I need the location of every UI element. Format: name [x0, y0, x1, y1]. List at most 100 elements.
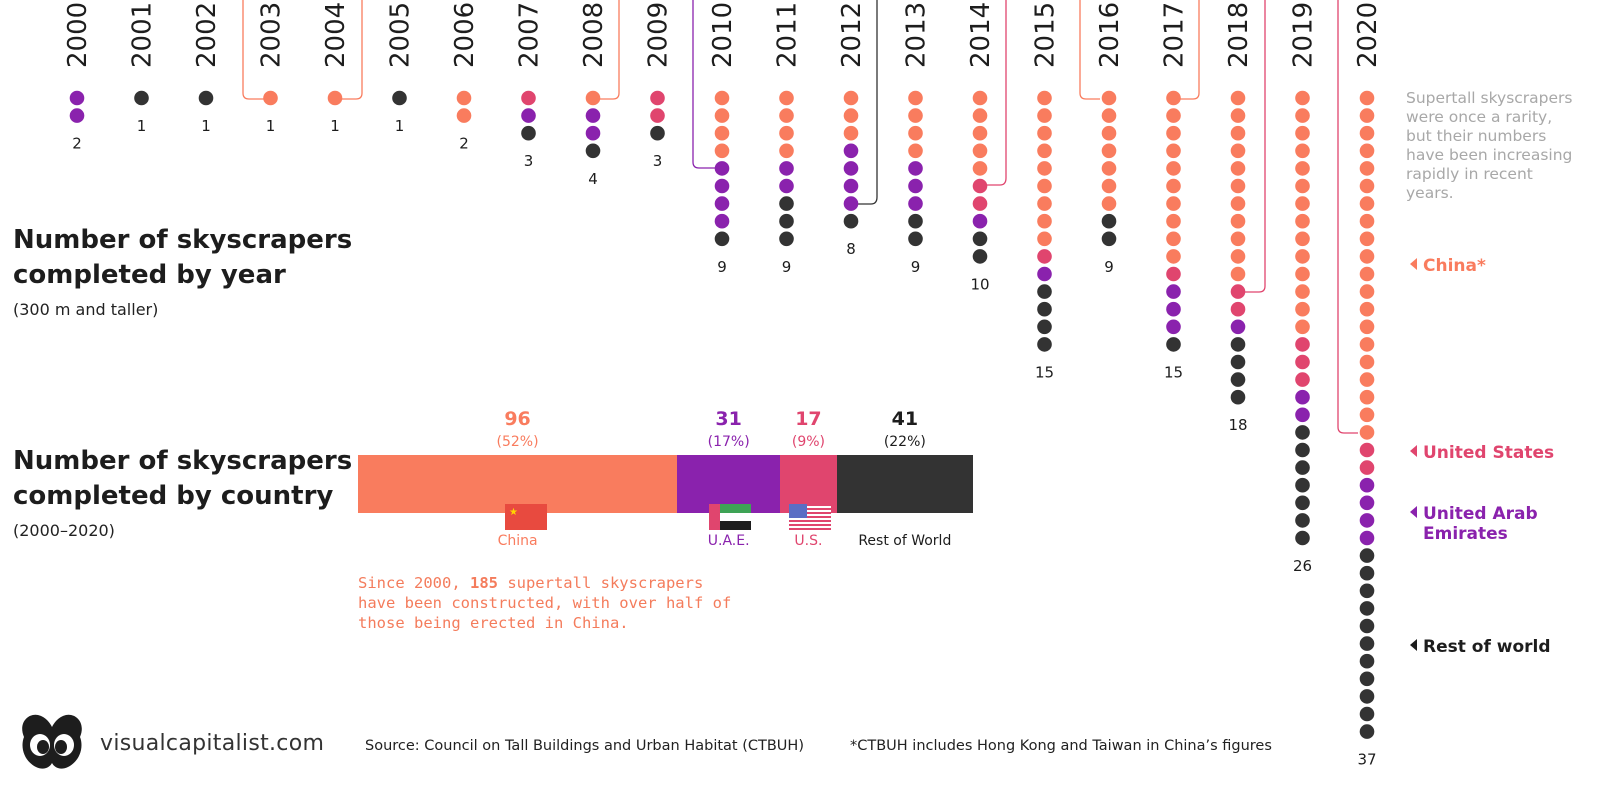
dot-2013-rest — [908, 213, 923, 229]
dot-2014-china — [972, 161, 988, 176]
dot-2015-china — [1037, 161, 1052, 176]
total-label-2011: 9 — [782, 258, 792, 276]
dot-2011-china — [779, 90, 794, 106]
dot-2013-uae — [908, 196, 923, 211]
dot-2020-china — [1359, 108, 1375, 123]
dot-2017-china — [1166, 143, 1181, 159]
year-label-2014: 2014 — [966, 2, 996, 68]
dot-2012-uae — [843, 178, 859, 194]
dot-2020-china — [1359, 231, 1375, 247]
bar-label-rest: Rest of World — [858, 533, 952, 549]
dot-2019-china — [1295, 213, 1310, 229]
bar-segment-china — [358, 455, 678, 513]
dot-2018-us — [1230, 301, 1246, 317]
brand-name: visualcapitalist.com — [100, 731, 325, 756]
year-label-2006: 2006 — [450, 2, 480, 68]
dot-2015-china — [1037, 125, 1052, 141]
dot-2015-rest — [1037, 319, 1052, 335]
total-label-2015: 15 — [1035, 363, 1054, 381]
dot-2020-china — [1359, 389, 1375, 405]
dot-2007-uae — [521, 108, 536, 123]
dot-2018-china — [1230, 249, 1246, 264]
dot-2011-china — [779, 108, 794, 123]
dot-2013-rest — [908, 231, 923, 247]
dot-2019-china — [1295, 178, 1310, 194]
dot-2010-rest — [714, 231, 730, 247]
year-label-2018: 2018 — [1224, 2, 1254, 68]
dot-2015-uae — [1037, 266, 1052, 282]
total-label-2019: 26 — [1293, 557, 1312, 575]
bar-label-china: China — [497, 533, 538, 549]
total-label-2016: 9 — [1104, 258, 1114, 276]
dot-2020-china — [1359, 319, 1375, 335]
dot-2020-china — [1359, 249, 1375, 264]
dot-2019-uae — [1295, 389, 1310, 405]
dot-2016-china — [1101, 125, 1117, 141]
dot-2020-china — [1359, 372, 1375, 387]
dot-2010-china — [714, 108, 730, 123]
dot-2019-rest — [1295, 513, 1310, 528]
dot-2012-china — [843, 90, 859, 106]
bar-segment-rest — [836, 455, 974, 513]
dot-2020-uae — [1359, 513, 1375, 528]
connector-line-0 — [242, 0, 264, 100]
dot-2017-china — [1166, 231, 1181, 247]
year-label-2019: 2019 — [1289, 2, 1319, 68]
connector-line-5 — [986, 0, 1007, 186]
dot-2014-china — [972, 125, 988, 141]
dot-2009-us — [650, 108, 665, 123]
dot-2015-us — [1037, 249, 1052, 264]
total-label-2000: 2 — [72, 135, 82, 153]
dot-2004-china — [327, 90, 343, 106]
dot-2015-china — [1037, 231, 1052, 247]
dot-2019-us — [1295, 337, 1310, 352]
dot-2019-rest — [1295, 425, 1310, 440]
dot-2018-rest — [1230, 372, 1246, 387]
dot-2017-china — [1166, 196, 1181, 211]
dot-2020-china — [1359, 125, 1375, 141]
dot-2017-china — [1166, 249, 1181, 264]
dot-2016-china — [1101, 161, 1117, 176]
visual-capitalist-logo-icon — [22, 714, 82, 769]
dot-2019-china — [1295, 284, 1310, 299]
dot-2018-us — [1230, 284, 1246, 299]
dot-2017-uae — [1166, 319, 1181, 335]
dot-2020-uae — [1359, 495, 1375, 511]
year-label-2011: 2011 — [773, 2, 803, 68]
year-label-2003: 2003 — [257, 2, 287, 68]
dot-2007-rest — [521, 125, 536, 141]
dot-2016-china — [1101, 196, 1117, 211]
dot-2001-rest — [134, 90, 149, 106]
year-label-2005: 2005 — [386, 2, 416, 68]
dot-2020-rest — [1359, 689, 1375, 704]
total-label-2002: 1 — [201, 117, 211, 135]
dot-2017-china — [1166, 178, 1181, 194]
legend-china: China* — [1410, 256, 1486, 276]
dot-2017-uae — [1166, 284, 1181, 299]
bar-segment-uae — [677, 455, 781, 513]
dot-2008-rest — [585, 143, 601, 159]
dot-2020-china — [1359, 90, 1375, 106]
dot-2020-rest — [1359, 548, 1375, 563]
year-label-2017: 2017 — [1160, 2, 1190, 68]
bar-percent-rest: (22%) — [883, 434, 926, 450]
dot-2017-china — [1166, 108, 1181, 123]
dot-2014-china — [972, 90, 988, 106]
dot-2006-china — [456, 90, 472, 106]
dot-2017-china — [1166, 161, 1181, 176]
dot-2019-rest — [1295, 460, 1310, 475]
dot-2015-rest — [1037, 284, 1052, 299]
dot-2012-uae — [843, 143, 859, 159]
china-flag-icon: ★ — [505, 504, 547, 530]
dot-2019-china — [1295, 143, 1310, 159]
dot-2016-china — [1101, 178, 1117, 194]
dot-2013-china — [908, 90, 923, 106]
connector-line-1 — [340, 0, 363, 100]
dot-2008-uae — [585, 125, 601, 141]
dot-2019-rest — [1295, 477, 1310, 493]
dot-2010-uae — [714, 161, 730, 176]
connector-line-6 — [1079, 0, 1100, 100]
dot-2016-rest — [1101, 231, 1117, 247]
dot-2019-china — [1295, 125, 1310, 141]
legend-pointer-icon — [1410, 445, 1417, 457]
